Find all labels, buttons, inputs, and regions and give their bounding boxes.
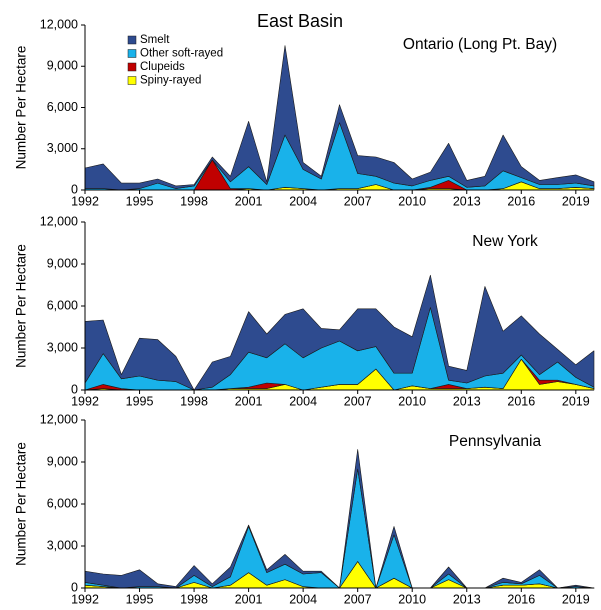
x-tick-label: 1998 [180, 592, 208, 606]
y-tick-label: 9,000 [47, 256, 78, 270]
x-tick-label: 2004 [289, 592, 317, 606]
panel-title: Pennsylvania [449, 433, 542, 450]
legend-swatch [127, 62, 137, 72]
y-tick-label: 3,000 [47, 141, 78, 155]
x-tick-label: 2016 [507, 592, 535, 606]
x-tick-label: 2013 [453, 592, 481, 606]
x-tick-label: 1995 [126, 194, 154, 208]
x-tick-label: 2010 [398, 194, 426, 208]
area [84, 122, 595, 191]
x-tick-label: 2004 [289, 194, 317, 208]
y-tick-label: 0 [71, 580, 78, 594]
y-tick-label: 3,000 [47, 340, 78, 354]
legend-swatch [127, 49, 137, 58]
y-axis-label: Number Per Hectare [14, 244, 29, 368]
y-tick-label: 12,000 [40, 214, 78, 228]
legend-label: Other soft-rayed [140, 48, 223, 60]
y-tick-label: 0 [71, 182, 78, 196]
area [84, 45, 595, 191]
x-tick-label: 2007 [344, 194, 372, 208]
x-tick-label: 2019 [562, 592, 590, 606]
x-tick-label: 1992 [71, 394, 99, 408]
x-tick-label: 1998 [180, 394, 208, 408]
figure-title: East Basin [257, 11, 343, 31]
area [84, 449, 595, 589]
x-tick-label: 2010 [398, 394, 426, 408]
legend-swatch [127, 76, 137, 85]
panel-title: New York [472, 233, 538, 250]
x-tick-label: 1995 [126, 592, 154, 606]
y-tick-label: 12,000 [40, 17, 78, 31]
y-tick-label: 12,000 [40, 412, 78, 426]
panel-title: Ontario (Long Pt. Bay) [403, 36, 557, 53]
x-tick-label: 1998 [180, 194, 208, 208]
y-tick-label: 6,000 [47, 100, 78, 114]
y-axis-label: Number Per Hectare [14, 46, 29, 170]
x-tick-label: 2004 [289, 394, 317, 408]
x-tick-label: 1992 [71, 592, 99, 606]
x-tick-label: 2010 [398, 592, 426, 606]
x-tick-label: 2013 [453, 194, 481, 208]
x-tick-label: 2001 [235, 194, 263, 208]
x-tick-label: 2007 [344, 394, 372, 408]
legend-label: Spiny-rayed [140, 75, 201, 87]
legend-label: Smelt [140, 34, 170, 46]
y-axis-label: Number Per Hectare [14, 442, 29, 566]
y-tick-label: 0 [71, 382, 78, 396]
x-tick-label: 1992 [71, 194, 99, 208]
x-tick-label: 2007 [344, 592, 372, 606]
x-tick-label: 1995 [126, 394, 154, 408]
x-tick-label: 2013 [453, 394, 481, 408]
legend-swatch [127, 35, 137, 45]
x-tick-label: 2019 [562, 194, 590, 208]
area [84, 468, 595, 589]
y-tick-label: 9,000 [47, 59, 78, 73]
y-tick-label: 9,000 [47, 454, 78, 468]
x-tick-label: 2001 [235, 394, 263, 408]
x-tick-label: 2016 [507, 394, 535, 408]
y-tick-label: 6,000 [47, 298, 78, 312]
x-tick-label: 2019 [562, 394, 590, 408]
area [84, 274, 595, 391]
y-tick-label: 3,000 [47, 538, 78, 552]
y-tick-label: 6,000 [47, 496, 78, 510]
x-tick-label: 2001 [235, 592, 263, 606]
x-tick-label: 2016 [507, 194, 535, 208]
legend-label: Clupeids [140, 61, 185, 73]
